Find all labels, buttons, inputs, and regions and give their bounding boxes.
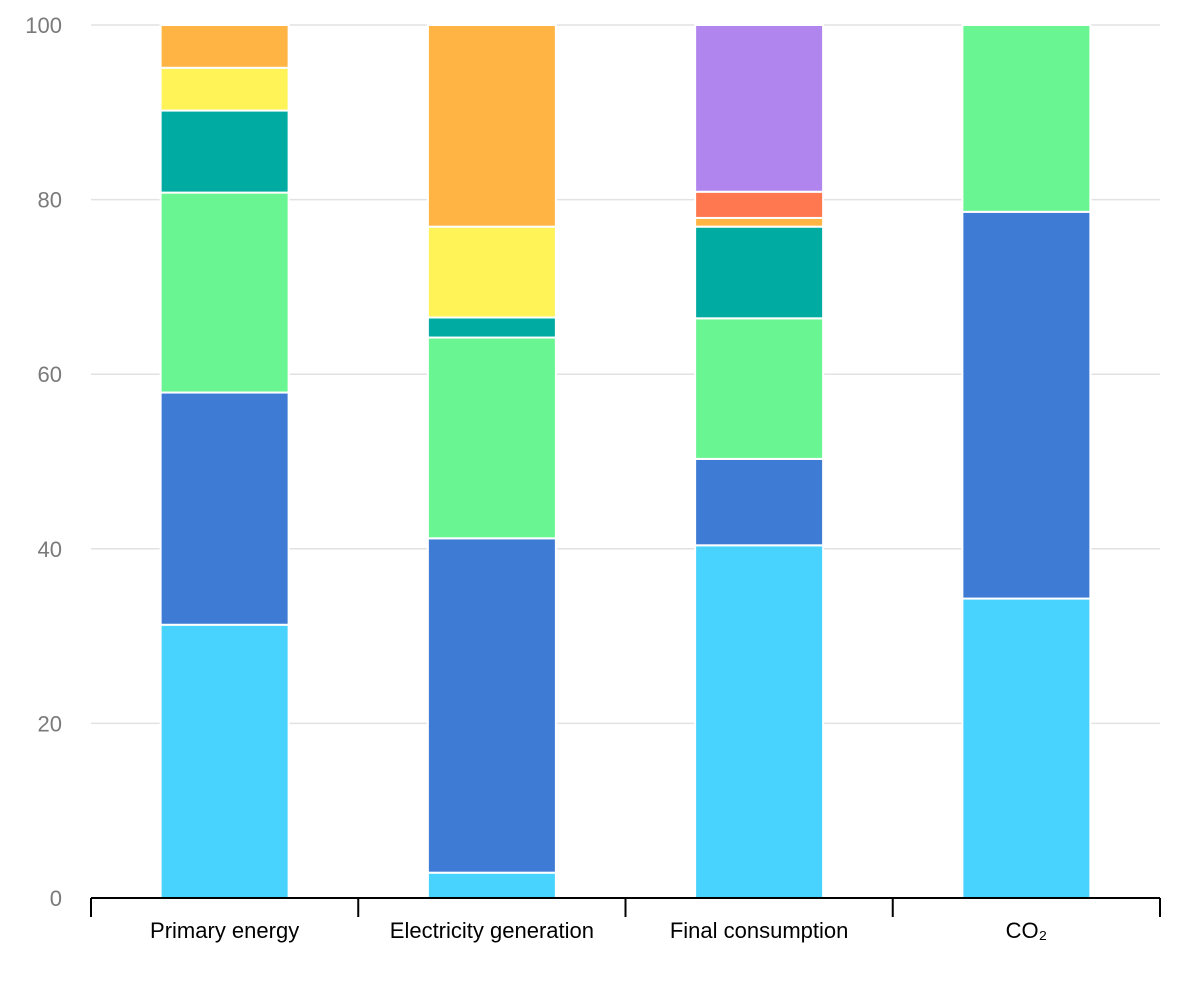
bar-segment-2-7 [694, 24, 825, 193]
bar-segment-0-1 [159, 391, 290, 626]
bar-stack-2 [694, 24, 825, 899]
y-tick-label-80: 80 [38, 188, 62, 213]
bar-segment-0-0 [159, 623, 290, 899]
bar-segment-2-3 [694, 225, 825, 320]
bar-segment-0-3 [159, 109, 290, 194]
bar-segment-0-4 [159, 66, 290, 112]
bar-segment-3-0 [961, 597, 1092, 899]
x-axis [90, 897, 1161, 917]
bar-stack-1 [426, 24, 557, 899]
y-tick-label-0: 0 [50, 886, 62, 911]
y-tick-label-20: 20 [38, 711, 62, 736]
bar-segment-3-1 [961, 210, 1092, 600]
bar-segment-2-5 [694, 216, 825, 228]
x-tick-label-2: Final consumption [670, 918, 849, 943]
bars [159, 24, 1092, 899]
bar-segment-0-2 [159, 191, 290, 394]
bar-segment-2-2 [694, 317, 825, 460]
bar-segment-1-0 [426, 871, 557, 899]
bar-segment-2-0 [694, 544, 825, 899]
bar-stack-3 [961, 24, 1092, 899]
y-axis-ticks: 0 20 40 60 80 100 [25, 13, 62, 911]
bar-segment-1-5 [426, 24, 557, 228]
bar-segment-3-2 [961, 24, 1092, 213]
bar-segment-0-5 [159, 24, 290, 69]
bar-segment-1-1 [426, 537, 557, 874]
bar-segment-1-2 [426, 336, 557, 540]
x-tick-label-0: Primary energy [150, 918, 299, 943]
y-tick-label-100: 100 [25, 13, 62, 38]
bar-segment-2-1 [694, 457, 825, 547]
bar-segment-1-3 [426, 316, 557, 339]
bar-stack-0 [159, 24, 290, 899]
y-tick-label-60: 60 [38, 362, 62, 387]
bar-segment-2-6 [694, 190, 825, 219]
x-tick-label-1: Electricity generation [390, 918, 594, 943]
x-tick-label-3: CO₂ [1006, 918, 1048, 943]
bar-segment-1-4 [426, 225, 557, 319]
x-axis-ticks: Primary energy Electricity generation Fina… [150, 918, 1047, 943]
y-tick-label-40: 40 [38, 537, 62, 562]
